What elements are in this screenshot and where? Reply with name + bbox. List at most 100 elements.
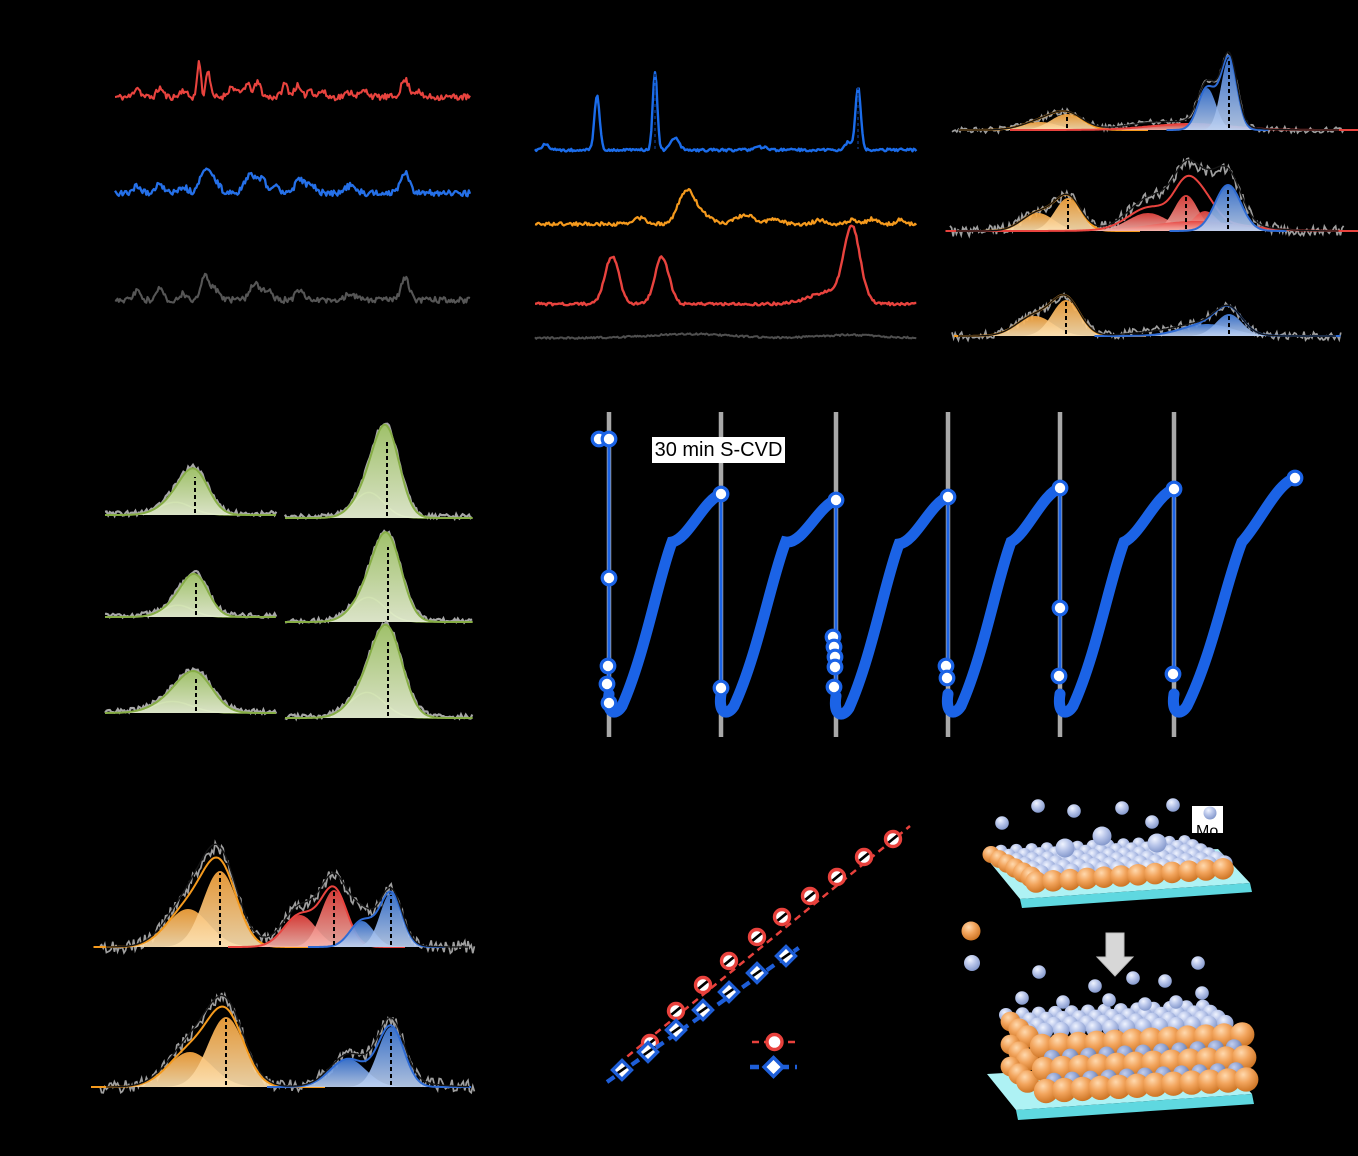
chalcogen-atom-floating [1056, 995, 1070, 1009]
fitted-peak-orange [93, 909, 283, 947]
legend-marker-diamond [761, 1055, 786, 1079]
fitted-peak-blue [308, 921, 416, 947]
data-point-marker [1051, 599, 1069, 617]
chalcogen-atom-floating [1067, 804, 1081, 818]
metal-atom [1106, 1074, 1132, 1100]
trace-blue-sharp [534, 71, 918, 153]
envelope-line [105, 843, 469, 948]
metal-atom [1144, 862, 1166, 885]
data-point-marker [1164, 665, 1182, 683]
green-peak-line [285, 531, 473, 623]
trace-blue-spectrum [114, 167, 472, 198]
fitted-peak-blue [267, 1059, 429, 1087]
scatter-point-circle [693, 975, 713, 995]
trace-gray-spectrum [114, 272, 471, 305]
panel-f-xps-fitted-spectra [91, 839, 476, 1095]
data-point-marker [1050, 667, 1068, 685]
metal-atom [1212, 858, 1234, 880]
green-peak-line [105, 669, 276, 714]
chalcogen-atom-floating [1169, 995, 1183, 1009]
chalcogen-atom-icon [1203, 806, 1217, 820]
metal-atom [1195, 859, 1217, 881]
panel-a-raman-spectra [114, 59, 472, 305]
green-peak-line [105, 572, 276, 618]
chalcogen-atom-floating [1115, 801, 1129, 815]
metal-atom [1025, 871, 1047, 893]
scatter-point-diamond [636, 1040, 660, 1064]
panel-g-scatter-linear [605, 825, 911, 1084]
fitted-peak-orange [959, 122, 1121, 130]
data-point-marker [712, 679, 730, 697]
fitted-peak-orange [966, 213, 1110, 231]
green-peak-line [285, 423, 473, 519]
data-point-marker [1286, 469, 1304, 487]
panel-b-spectra [534, 71, 918, 340]
data-point-marker [825, 678, 843, 696]
chalcogen-atom-floating [1126, 971, 1140, 985]
metal-atom [1088, 1075, 1113, 1101]
envelope-line [958, 50, 1339, 131]
panel-d-green-fitted-peaks [104, 422, 474, 722]
metal-atom [1197, 1069, 1223, 1094]
data-point-marker [827, 491, 845, 509]
metal-atom [1110, 865, 1132, 887]
trace-gray-flat [534, 332, 917, 340]
fitted-peak-blue [1166, 88, 1248, 130]
envelope-line [956, 159, 1339, 232]
chalcogen-atom-floating [1191, 956, 1205, 970]
green-peak-fill [105, 468, 277, 515]
scatter-point-diamond [691, 998, 715, 1022]
intensity-rise-curve [1167, 472, 1301, 718]
envelope-line [958, 294, 1336, 337]
intensity-rise-curve [602, 488, 727, 718]
metal-atom [1143, 1072, 1168, 1097]
fit-sum-blue [1166, 54, 1269, 131]
fitted-peak-red [1010, 124, 1358, 130]
chalcogen-atom-floating [1015, 991, 1029, 1005]
green-peak-line [105, 467, 276, 516]
fitted-peak-red [1058, 213, 1238, 231]
scatter-point-diamond [717, 980, 741, 1004]
fitted-peak-orange [954, 316, 1116, 336]
data-point-marker [600, 569, 618, 587]
legend-marker-circle [765, 1032, 784, 1052]
green-peak-fill [285, 424, 473, 518]
scatter-point-diamond [610, 1058, 634, 1082]
fitted-peak-red [228, 915, 372, 947]
green-peak-fill [285, 532, 473, 622]
metal-atom [1093, 866, 1115, 888]
fitted-peak-blue [1193, 58, 1265, 130]
atom-legend-label: Mo [1196, 823, 1218, 840]
chalcogen-atom-floating [1138, 997, 1152, 1011]
metal-atom [1052, 1077, 1077, 1103]
fit-sum-blue [1169, 183, 1287, 232]
scatter-point-circle [719, 951, 739, 971]
scatter-point-circle [747, 927, 767, 947]
fit-sum-blue [308, 890, 445, 948]
metal-atom [1215, 1068, 1241, 1093]
metal-atom [1161, 861, 1183, 884]
scatter-point-circle [827, 867, 847, 887]
metal-atom [1059, 868, 1081, 891]
metal-atom [1179, 1070, 1204, 1095]
atom-legend-box: Mo [1192, 806, 1223, 840]
intensity-rise-curve [714, 494, 842, 718]
intensity-rise-curve [1053, 483, 1180, 718]
chalcogen-atom-floating [1145, 815, 1159, 829]
data-point-marker [598, 675, 616, 693]
trace-red-broad [535, 224, 917, 307]
metal-atom [1161, 1071, 1186, 1096]
scvd-annotation: 30 min S-CVD [652, 437, 785, 463]
data-point-marker [599, 657, 617, 675]
metal-atom [1033, 1078, 1059, 1104]
chalcogen-atom-floating [1195, 986, 1209, 1000]
data-point-marker [938, 669, 956, 687]
metal-atom [1070, 1076, 1095, 1102]
data-point-marker [600, 694, 618, 712]
data-point-marker [712, 485, 730, 503]
scatter-point-diamond [774, 944, 798, 968]
trace-red-spectrum [114, 59, 471, 102]
chalcogen-atom-floating [995, 816, 1009, 830]
